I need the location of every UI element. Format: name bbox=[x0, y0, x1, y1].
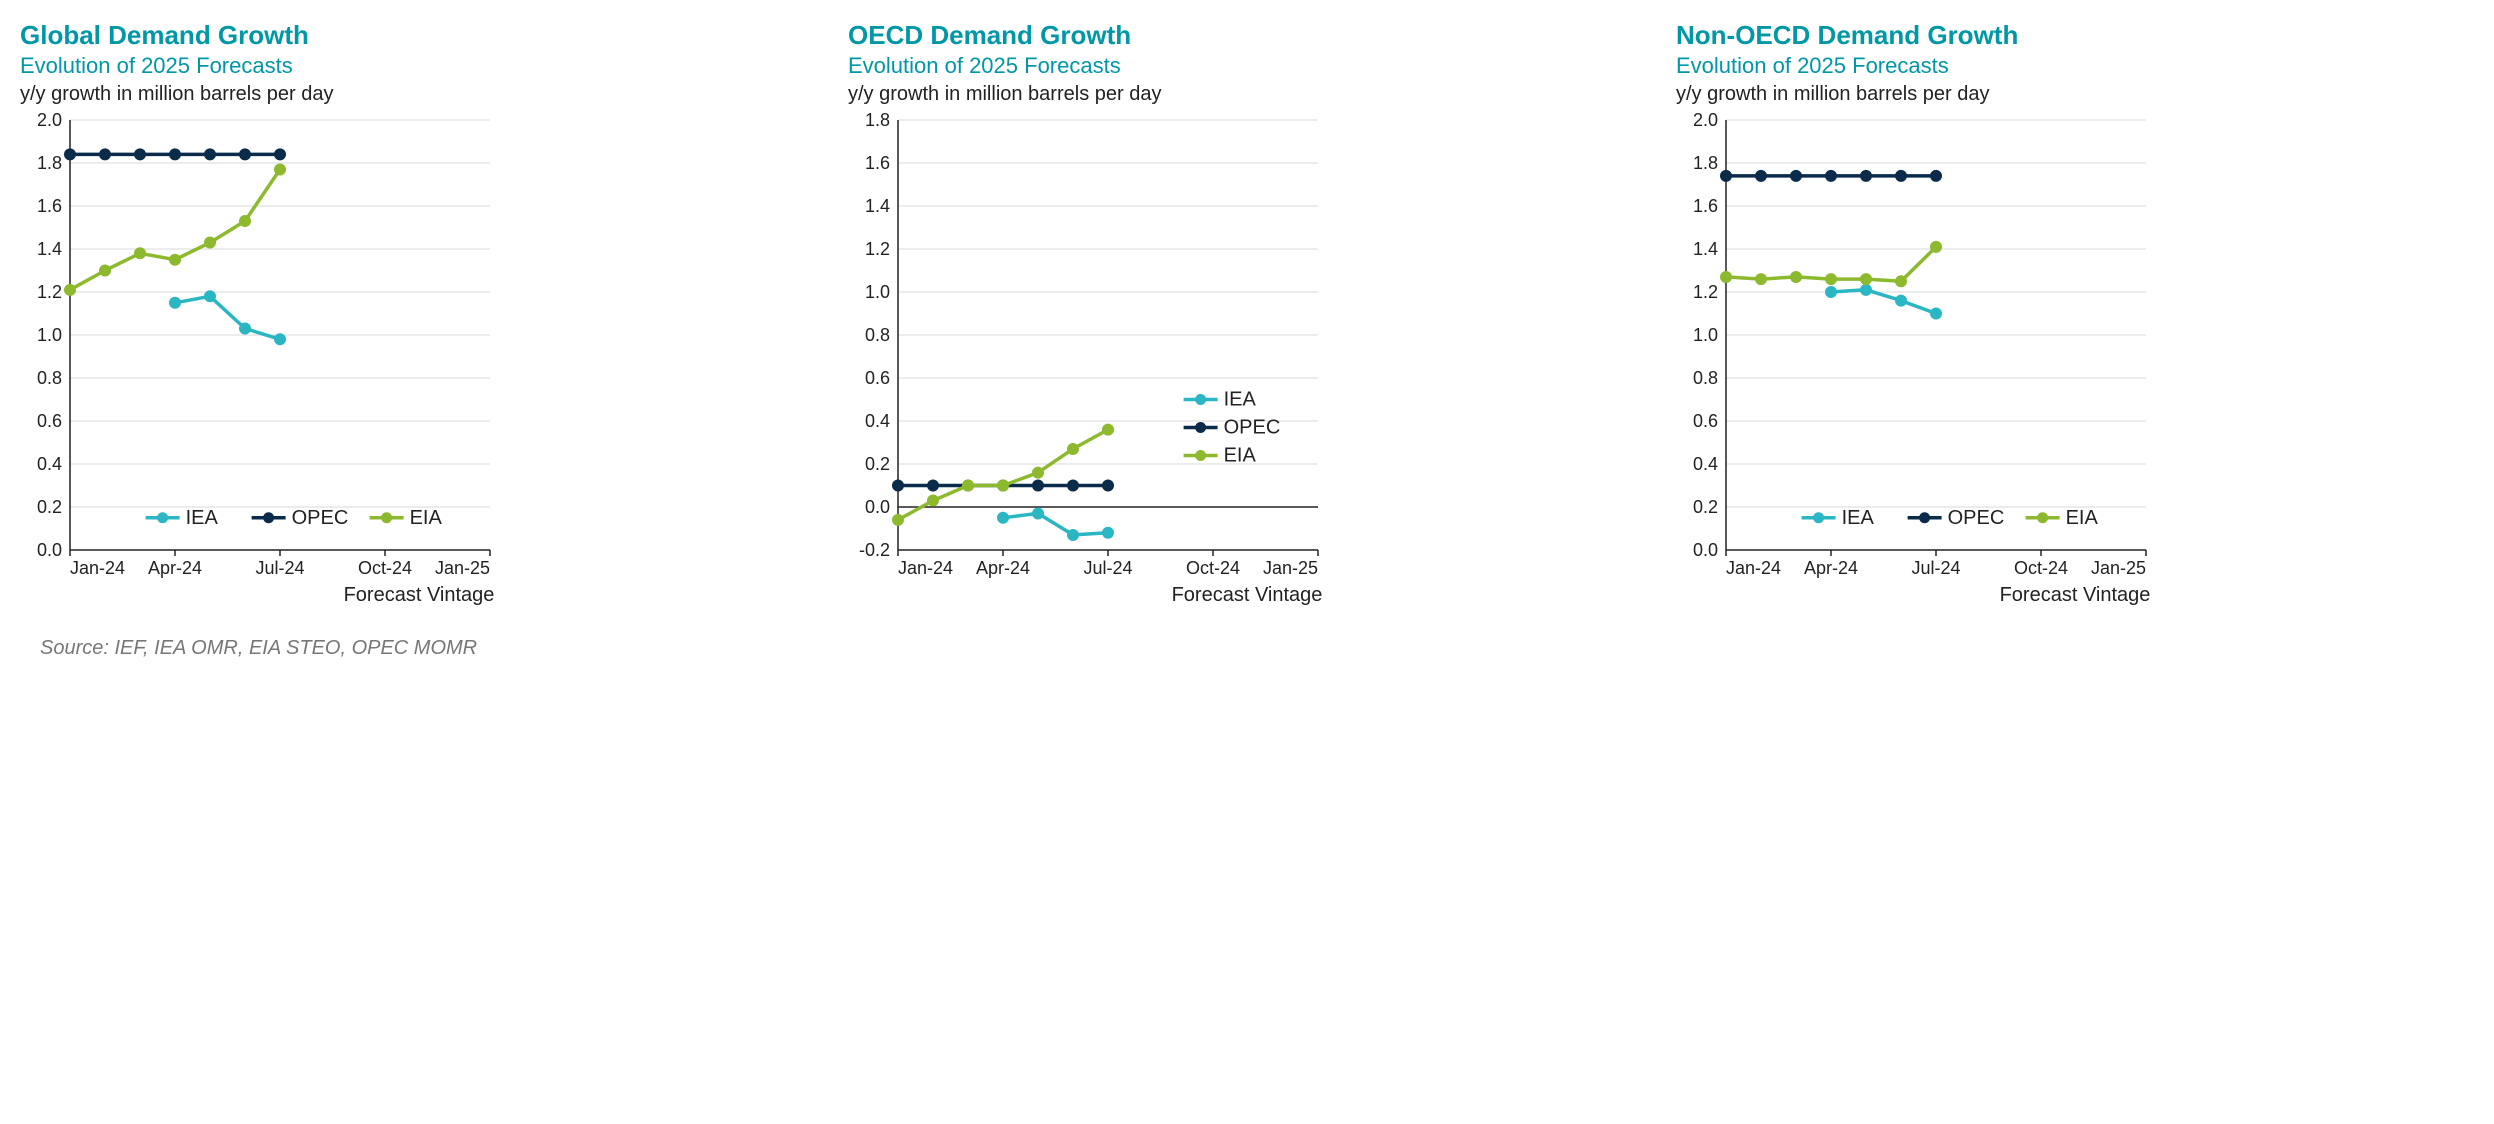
svg-text:1.8: 1.8 bbox=[1693, 153, 1718, 173]
svg-text:Apr-24: Apr-24 bbox=[976, 558, 1030, 578]
svg-text:0.6: 0.6 bbox=[865, 368, 890, 388]
svg-text:0.6: 0.6 bbox=[1693, 411, 1718, 431]
svg-text:Apr-24: Apr-24 bbox=[1804, 558, 1858, 578]
svg-text:Oct-24: Oct-24 bbox=[2014, 558, 2068, 578]
svg-text:0.0: 0.0 bbox=[37, 540, 62, 560]
svg-text:1.0: 1.0 bbox=[1693, 325, 1718, 345]
svg-text:OPEC: OPEC bbox=[1948, 507, 2005, 529]
svg-text:Jan-25: Jan-25 bbox=[1263, 558, 1318, 578]
svg-text:EIA: EIA bbox=[2066, 507, 2099, 529]
svg-text:IEA: IEA bbox=[186, 507, 219, 529]
svg-text:1.4: 1.4 bbox=[865, 196, 890, 216]
chart-subtitle: Evolution of 2025 Forecasts bbox=[848, 53, 1646, 79]
y-axis-label: y/y growth in million barrels per day bbox=[848, 83, 1646, 106]
svg-text:1.4: 1.4 bbox=[1693, 239, 1718, 259]
svg-text:1.0: 1.0 bbox=[865, 282, 890, 302]
chart-panel-global: Global Demand GrowthEvolution of 2025 Fo… bbox=[20, 20, 818, 607]
svg-text:0.2: 0.2 bbox=[1693, 497, 1718, 517]
svg-text:0.2: 0.2 bbox=[865, 454, 890, 474]
svg-text:1.6: 1.6 bbox=[1693, 196, 1718, 216]
svg-text:0.8: 0.8 bbox=[37, 368, 62, 388]
svg-text:EIA: EIA bbox=[410, 507, 443, 529]
charts-row: Global Demand GrowthEvolution of 2025 Fo… bbox=[20, 20, 2474, 607]
svg-text:0.4: 0.4 bbox=[1693, 454, 1718, 474]
chart-panel-nonoecd: Non-OECD Demand GrowthEvolution of 2025 … bbox=[1676, 20, 2474, 607]
chart-title: OECD Demand Growth bbox=[848, 20, 1646, 51]
svg-text:Jul-24: Jul-24 bbox=[1083, 558, 1132, 578]
y-axis-label: y/y growth in million barrels per day bbox=[1676, 83, 2474, 106]
svg-text:Jan-24: Jan-24 bbox=[70, 558, 125, 578]
svg-text:Oct-24: Oct-24 bbox=[1186, 558, 1240, 578]
svg-text:0.0: 0.0 bbox=[865, 497, 890, 517]
svg-text:0.0: 0.0 bbox=[1693, 540, 1718, 560]
svg-text:1.2: 1.2 bbox=[37, 282, 62, 302]
svg-text:0.6: 0.6 bbox=[37, 411, 62, 431]
svg-text:Jan-25: Jan-25 bbox=[2091, 558, 2146, 578]
svg-text:IEA: IEA bbox=[1842, 507, 1875, 529]
svg-text:1.0: 1.0 bbox=[37, 325, 62, 345]
svg-text:Jan-24: Jan-24 bbox=[1726, 558, 1781, 578]
chart-title: Non-OECD Demand Growth bbox=[1676, 20, 2474, 51]
svg-text:1.8: 1.8 bbox=[37, 153, 62, 173]
svg-text:-0.2: -0.2 bbox=[859, 540, 890, 560]
source-citation: Source: IEF, IEA OMR, EIA STEO, OPEC MOM… bbox=[40, 637, 2474, 660]
svg-text:0.4: 0.4 bbox=[37, 454, 62, 474]
chart-panel-oecd: OECD Demand GrowthEvolution of 2025 Fore… bbox=[848, 20, 1646, 607]
chart-legend: IEA OPEC EIA bbox=[1802, 507, 2099, 529]
chart-subtitle: Evolution of 2025 Forecasts bbox=[1676, 53, 2474, 79]
svg-text:0.4: 0.4 bbox=[865, 411, 890, 431]
svg-text:Jul-24: Jul-24 bbox=[255, 558, 304, 578]
svg-text:IEA: IEA bbox=[1224, 389, 1257, 411]
svg-text:OPEC: OPEC bbox=[292, 507, 349, 529]
svg-text:EIA: EIA bbox=[1224, 445, 1257, 467]
svg-text:2.0: 2.0 bbox=[37, 110, 62, 130]
x-axis-label: Forecast Vintage bbox=[848, 584, 1646, 607]
svg-text:OPEC: OPEC bbox=[1224, 417, 1281, 439]
svg-text:1.6: 1.6 bbox=[865, 153, 890, 173]
chart-plot: 0.0 0.2 0.4 0.6 0.8 1.0 1.2 1.4 1.6 1.8 2.0 Jan-24 A… bbox=[20, 110, 500, 580]
svg-text:0.2: 0.2 bbox=[37, 497, 62, 517]
svg-text:1.2: 1.2 bbox=[1693, 282, 1718, 302]
chart-plot: -0.2 0.0 0.2 0.4 0.6 0.8 1.0 1.2 1.4 1.6 1.8 Jan-24… bbox=[848, 110, 1328, 580]
svg-text:Oct-24: Oct-24 bbox=[358, 558, 412, 578]
x-axis-label: Forecast Vintage bbox=[1676, 584, 2474, 607]
svg-text:0.8: 0.8 bbox=[865, 325, 890, 345]
x-axis-label: Forecast Vintage bbox=[20, 584, 818, 607]
svg-text:Jan-25: Jan-25 bbox=[435, 558, 490, 578]
chart-legend: IEA OPEC EIA bbox=[146, 507, 443, 529]
chart-legend: IEA OPEC EIA bbox=[1184, 389, 1281, 467]
svg-text:Jul-24: Jul-24 bbox=[1911, 558, 1960, 578]
svg-text:0.8: 0.8 bbox=[1693, 368, 1718, 388]
svg-text:1.4: 1.4 bbox=[37, 239, 62, 259]
svg-text:Jan-24: Jan-24 bbox=[898, 558, 953, 578]
svg-text:1.2: 1.2 bbox=[865, 239, 890, 259]
svg-text:1.8: 1.8 bbox=[865, 110, 890, 130]
chart-title: Global Demand Growth bbox=[20, 20, 818, 51]
chart-plot: 0.0 0.2 0.4 0.6 0.8 1.0 1.2 1.4 1.6 1.8 2.0 Jan-24 A… bbox=[1676, 110, 2156, 580]
chart-subtitle: Evolution of 2025 Forecasts bbox=[20, 53, 818, 79]
svg-text:2.0: 2.0 bbox=[1693, 110, 1718, 130]
svg-text:1.6: 1.6 bbox=[37, 196, 62, 216]
y-axis-label: y/y growth in million barrels per day bbox=[20, 83, 818, 106]
svg-text:Apr-24: Apr-24 bbox=[148, 558, 202, 578]
